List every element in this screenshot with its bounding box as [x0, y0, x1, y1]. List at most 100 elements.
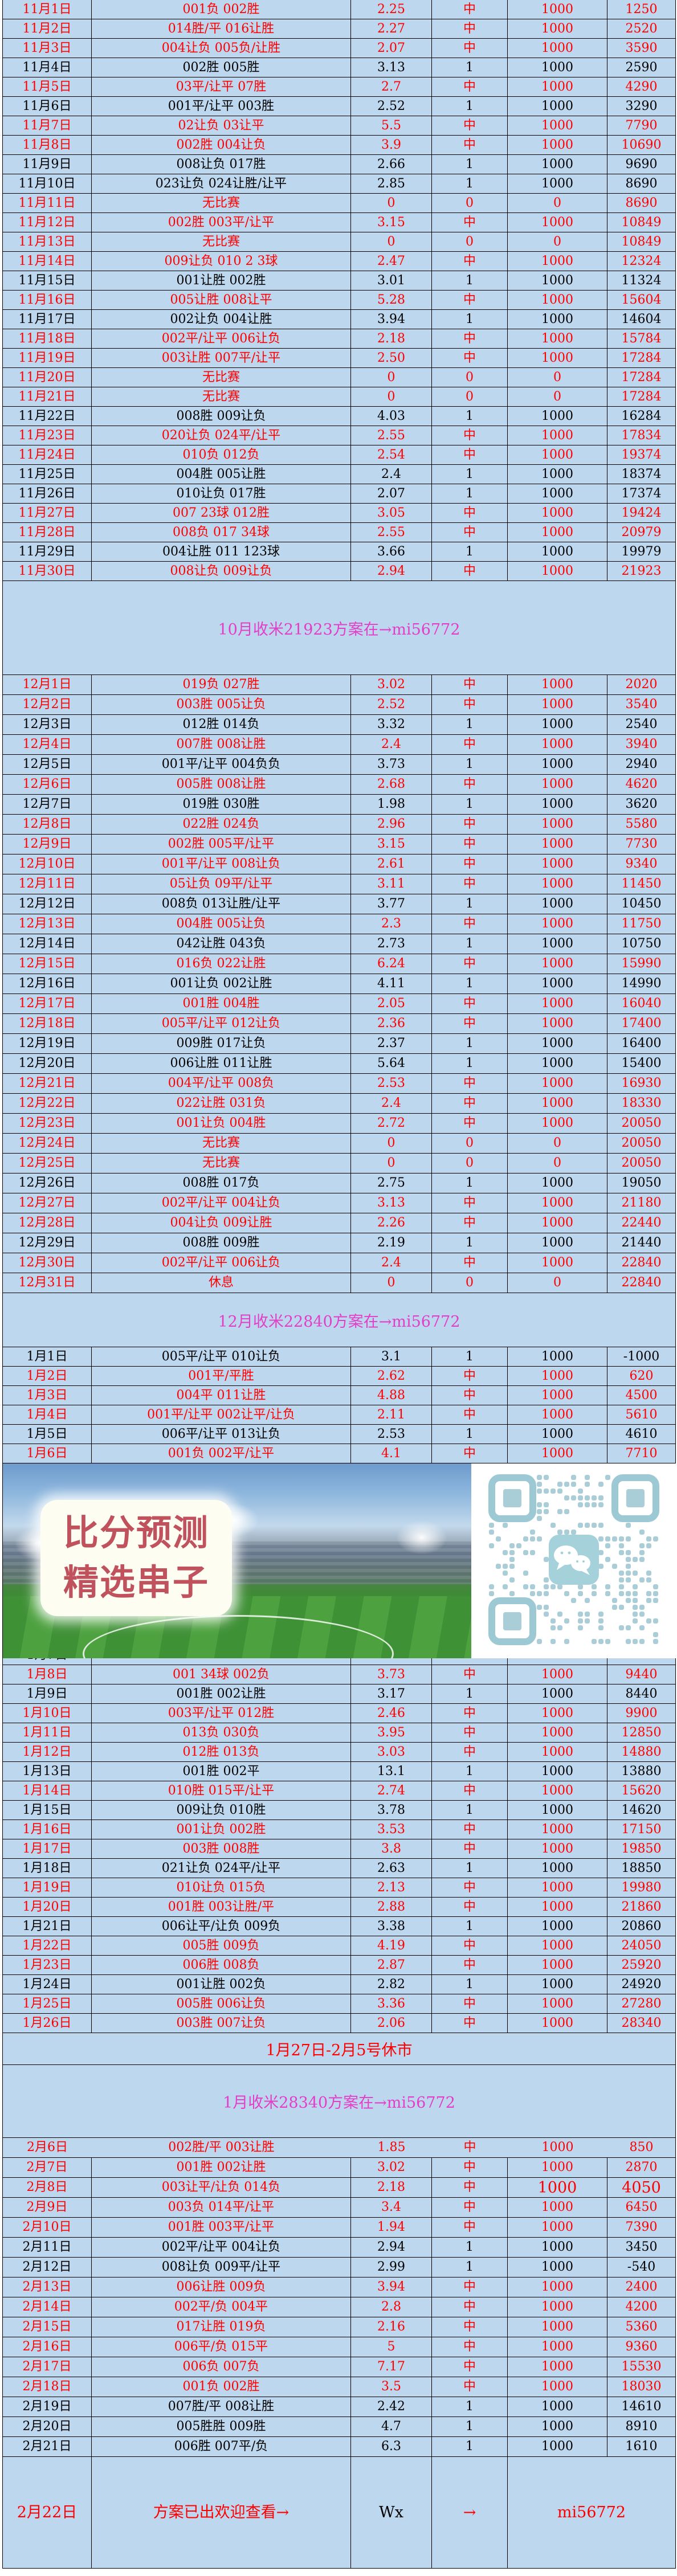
picks-cell: 001平/让平 002让平/让负 — [92, 1405, 351, 1424]
picks-cell: 010让负 015负 — [92, 1878, 351, 1897]
odds-cell: 3.03 — [351, 1743, 432, 1761]
bet-record-row: 11月18日 002平/让平 006让负 2.18 中 1000 15784 — [3, 329, 675, 349]
odds-cell: 3.8 — [351, 1839, 432, 1858]
odds-cell: 0 — [351, 368, 432, 387]
stake-cell: 1000 — [508, 2198, 607, 2217]
stake-cell: 1000 — [508, 1074, 607, 1093]
profit-cell: 20860 — [621, 1919, 662, 1933]
profit-cell: 2400 — [625, 2280, 658, 2294]
profit-cell: 7710 — [625, 1446, 658, 1461]
bet-record-row: 11月27日 007 23球 012胜 3.05 中 1000 19424 — [3, 504, 675, 523]
date-cell: 11月1日 — [3, 0, 92, 19]
date-cell: 1月16日 — [3, 1820, 92, 1839]
bet-record-row: 11月13日 无比赛 0 0 0 10849 — [3, 232, 675, 252]
picks-cell: 004让负 005负/让胜 — [92, 39, 351, 58]
picks-cell: 001平/让平 003胜 — [92, 97, 351, 116]
bet-record-row: 1月16日 001让负 002胜 3.53 中 1000 17150 — [3, 1820, 675, 1839]
date-cell: 12月22日 — [3, 1094, 92, 1113]
odds-cell: 3.15 — [351, 213, 432, 232]
profit-cell: 18330 — [621, 1096, 662, 1110]
result-cell: 中 — [432, 445, 508, 464]
odds-cell: 3.05 — [351, 504, 432, 522]
odds-cell: 3.9 — [351, 136, 432, 154]
date-cell: 12月18日 — [3, 1014, 92, 1033]
bet-record-row: 1月19日 010让负 015负 2.13 中 1000 19980 — [3, 1878, 675, 1898]
stake-cell: 1000 — [508, 1801, 607, 1819]
picks-cell: 001负 002胜 — [92, 0, 351, 19]
picks-cell: 001 34球 002负 — [92, 1665, 351, 1684]
stake-cell: 1000 — [508, 562, 607, 580]
date-cell: 2月10日 — [3, 2218, 92, 2237]
odds-cell: 3.1 — [351, 1347, 432, 1366]
result-cell: 中 — [432, 77, 508, 96]
picks-cell: 019胜 030胜 — [92, 795, 351, 814]
stake-cell: 1000 — [508, 445, 607, 464]
date-cell: 11月15日 — [3, 271, 92, 290]
footer-row: 2月22日 方案已出欢迎查看→ Wx → mi56772 — [3, 2457, 675, 2569]
odds-cell: 1.98 — [351, 795, 432, 814]
wechat-qr-code — [488, 1474, 659, 1647]
date-cell: 11月10日 — [3, 174, 92, 193]
bet-record-row: 12月10日 001平/让平 008让负 2.61 中 1000 9340 — [3, 854, 675, 874]
result-cell: 中 — [432, 1781, 508, 1800]
bet-record-row: 12月19日 009胜 017让负 2.37 1 1000 16400 — [3, 1034, 675, 1054]
odds-cell: 2.42 — [351, 2397, 432, 2416]
result-cell: 中 — [432, 1193, 508, 1213]
profit-cell: 10750 — [621, 937, 662, 951]
profit-cell: 19979 — [621, 544, 662, 559]
odds-cell: 5.5 — [351, 116, 432, 135]
picks-cell: 008负 013让胜/让平 — [92, 894, 351, 914]
date-cell: 12月28日 — [3, 1213, 92, 1233]
stake-cell: 1000 — [508, 1820, 607, 1839]
profit-cell: 8690 — [625, 176, 658, 191]
date-cell: 12月9日 — [3, 835, 92, 854]
result-cell: 中 — [432, 2297, 508, 2317]
profit-cell: 9900 — [625, 1706, 658, 1720]
profit-cell: 2870 — [625, 2160, 658, 2174]
date-cell: 12月12日 — [3, 894, 92, 914]
bet-record-row: 12月26日 008胜 017负 2.75 1 1000 19050 — [3, 1173, 675, 1193]
odds-cell: 2.25 — [351, 0, 432, 19]
result-cell: 中 — [432, 2198, 508, 2217]
picks-cell: 001胜 004胜 — [92, 994, 351, 1013]
stake-cell: 1000 — [508, 484, 607, 503]
bet-record-row: 1月18日 021让负 024平/让平 2.63 1 1000 18850 — [3, 1859, 675, 1878]
bet-record-row: 1月13日 001胜 002平 13.1 1 1000 13880 — [3, 1762, 675, 1781]
bet-record-row: 2月15日 017让胜 019负 2.16 中 1000 5360 — [3, 2317, 675, 2337]
picks-cell: 001让胜 002胜 — [92, 271, 351, 290]
odds-cell: 2.94 — [351, 562, 432, 580]
bet-record-row: 12月22日 022让胜 031负 2.4 中 1000 18330 — [3, 1094, 675, 1114]
profit-cell: 17400 — [621, 1016, 662, 1031]
stake-cell: 1000 — [508, 1898, 607, 1916]
date-cell: 2月16日 — [3, 2337, 92, 2357]
picks-cell: 009让负 010胜 — [92, 1801, 351, 1819]
odds-cell: 2.8 — [351, 2297, 432, 2317]
result-cell: 中 — [432, 1444, 508, 1463]
bet-record-row: 1月24日 001让胜 002负 2.82 1 1000 24920 — [3, 1975, 675, 1994]
profit-cell: 15604 — [621, 292, 662, 307]
date-cell: 11月18日 — [3, 329, 92, 348]
odds-cell: 2.07 — [351, 39, 432, 58]
picks-cell: 006让平/让负 009负 — [92, 1917, 351, 1936]
odds-cell: 2.36 — [351, 1014, 432, 1033]
date-cell: 12月4日 — [3, 735, 92, 754]
bet-record-row: 1月20日 001胜 003让胜/平 2.88 中 1000 21860 — [3, 1898, 675, 1917]
qr-panel — [471, 1463, 676, 1658]
stake-cell: 1000 — [508, 174, 607, 193]
bet-record-row: 12月27日 002平/让平 004让负 3.13 中 1000 21180 — [3, 1193, 675, 1213]
date-cell: 12月24日 — [3, 1134, 92, 1153]
odds-cell: 2.68 — [351, 775, 432, 794]
date-cell: 11月12日 — [3, 213, 92, 232]
result-cell: 中 — [432, 1014, 508, 1033]
odds-cell: 2.99 — [351, 2258, 432, 2277]
odds-cell: 13.1 — [351, 1762, 432, 1781]
odds-cell: 6.3 — [351, 2437, 432, 2456]
bet-record-row: 2月8日 003让平/让负 014负 2.18 中 1000 4050 — [3, 2178, 675, 2198]
picks-cell: 005平/让平 012让负 — [92, 1014, 351, 1033]
profit-cell: 21180 — [621, 1196, 662, 1210]
result-cell: 1 — [432, 1054, 508, 1073]
profit-cell: 17150 — [621, 1822, 662, 1837]
bet-record-row: 12月30日 002平/让平 006让负 2.4 中 1000 22840 — [3, 1253, 675, 1273]
bet-record-row: 12月18日 005平/让平 012让负 2.36 中 1000 17400 — [3, 1014, 675, 1034]
